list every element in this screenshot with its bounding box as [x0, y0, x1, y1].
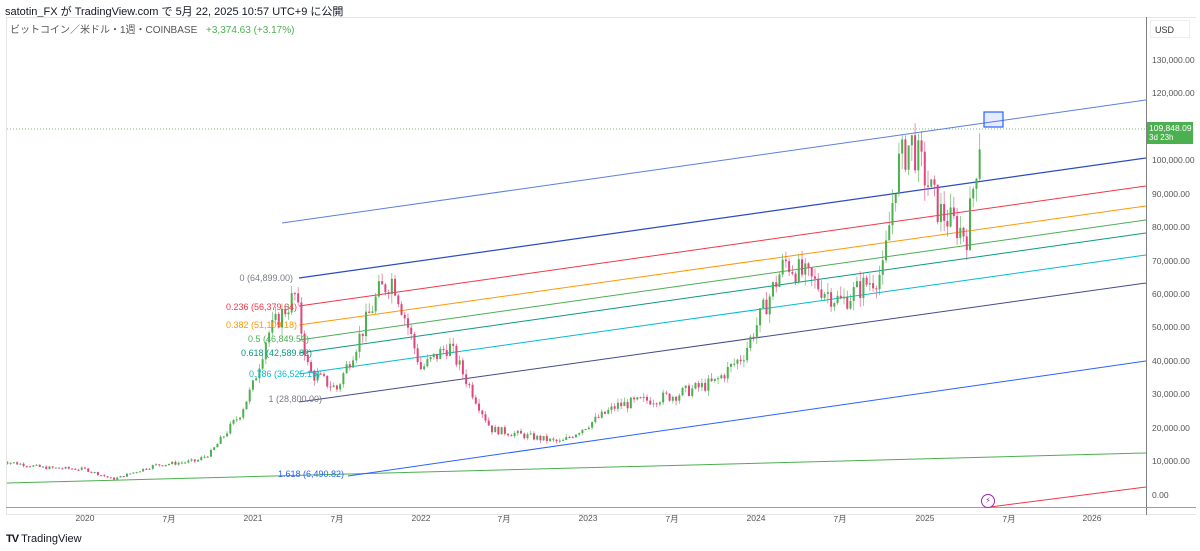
- fib-line-upper-extension: [281, 99, 1146, 224]
- fib-label-1: 1 (28,800.00): [268, 394, 322, 404]
- fib-label-05: 0.5 (46,849.50): [247, 334, 309, 344]
- fib-line-0786: [298, 254, 1146, 375]
- price-tick: 80,000.00: [1152, 222, 1190, 232]
- price-tick: 10,000.00: [1152, 456, 1190, 466]
- fib-label-1618: 1.618 (6,490.82): [277, 469, 344, 479]
- target-rectangle: [983, 111, 1004, 128]
- time-tick: 2020: [75, 513, 95, 523]
- fib-line-0618: [298, 232, 1146, 354]
- last-price-badge: 109,848.09 3d 23h: [1147, 122, 1193, 144]
- fib-line-1618: [347, 360, 1146, 477]
- price-tick: 50,000.00: [1152, 322, 1190, 332]
- fib-label-0382: 0.382 (51,109.18): [225, 320, 297, 330]
- price-tick: 90,000.00: [1152, 189, 1190, 199]
- price-tick: 100,000.00: [1152, 155, 1195, 165]
- fib-line-0: [298, 157, 1146, 279]
- brand-name: TradingView: [21, 533, 82, 545]
- time-tick: 2023: [578, 513, 598, 523]
- time-tick: 7月: [497, 514, 511, 524]
- time-tick: 2022: [411, 513, 431, 523]
- time-tick: 7月: [833, 514, 847, 524]
- lightning-alert-icon[interactable]: ⚡: [981, 494, 995, 508]
- chart-pane[interactable]: [6, 17, 1196, 515]
- currency-selector[interactable]: USD: [1150, 20, 1190, 38]
- fib-line-05: [298, 219, 1146, 341]
- price-change: +3,374.63 (+3.17%): [206, 25, 295, 36]
- bar-countdown: 3d 23h: [1149, 133, 1174, 142]
- fib-label-0786: 0.786 (36,525.19): [248, 369, 320, 379]
- time-tick: 7月: [665, 514, 679, 524]
- fib-line-0382: [298, 205, 1146, 326]
- symbol-title: ビットコイン／米ドル・1週・COINBASE: [10, 25, 198, 36]
- fib-line-0236: [298, 185, 1146, 307]
- time-tick: 2024: [746, 513, 766, 523]
- price-axis-border: [1146, 17, 1147, 515]
- price-tick: 30,000.00: [1152, 389, 1190, 399]
- price-tick: 130,000.00: [1152, 55, 1195, 65]
- time-tick: 2021: [243, 513, 263, 523]
- symbol-legend[interactable]: ビットコイン／米ドル・1週・COINBASE +3,374.63 (+3.17%…: [10, 21, 294, 36]
- fib-label-0236: 0.236 (56,379.64): [225, 302, 297, 312]
- time-tick: 2026: [1082, 513, 1102, 523]
- price-tick: 120,000.00: [1152, 88, 1195, 98]
- time-axis-border: [6, 507, 1196, 508]
- price-tick: 60,000.00: [1152, 289, 1190, 299]
- time-tick: 7月: [162, 514, 176, 524]
- red-trendline: [989, 486, 1146, 507]
- fib-line-1: [298, 282, 1146, 403]
- time-tick: 2025: [915, 513, 935, 523]
- price-tick: 70,000.00: [1152, 256, 1190, 266]
- price-tick: 40,000.00: [1152, 356, 1190, 366]
- price-tick: 0.00: [1152, 490, 1169, 500]
- time-tick: 7月: [1002, 514, 1016, 524]
- last-price-value: 109,848.09: [1149, 123, 1192, 133]
- tv-logo-icon: TV: [6, 533, 19, 545]
- long-term-trendline: [7, 452, 1146, 484]
- fib-label-0: 0 (64,899.00): [239, 273, 293, 283]
- candlestick-series: [7, 123, 981, 481]
- publish-info: satotin_FX が TradingView.com で 5月 22, 20…: [5, 6, 344, 18]
- price-tick: 20,000.00: [1152, 423, 1190, 433]
- fib-label-0618: 0.618 (42,589.82): [240, 348, 312, 358]
- tradingview-logo: TV TradingView: [6, 533, 82, 545]
- time-tick: 7月: [330, 514, 344, 524]
